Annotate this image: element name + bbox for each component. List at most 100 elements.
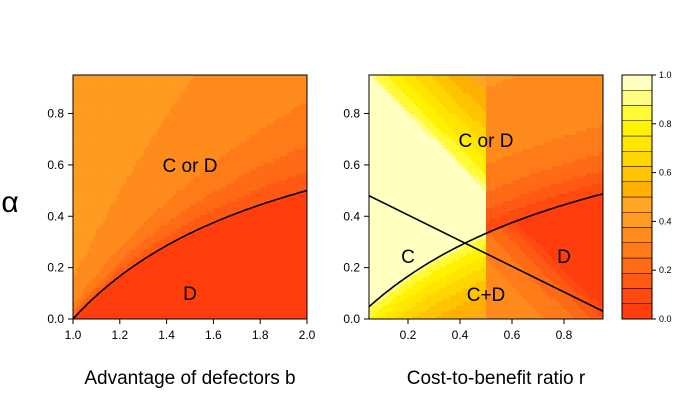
heat-cell [116,99,121,104]
heat-cell [293,92,298,97]
heat-cell [143,249,148,254]
heat-cell [213,85,218,90]
heat-cell [236,172,241,177]
heat-cell [173,102,178,107]
heat-cell [369,287,373,292]
heat-cell [73,277,77,282]
heat-cell [236,228,241,233]
heat-cell [280,284,285,289]
heat-cell [296,228,301,233]
heat-cell [283,141,288,146]
heat-cell [226,287,231,292]
heat-cell [223,263,228,268]
heat-cell [213,277,218,282]
heat-cell [233,280,238,285]
heat-cell [89,263,94,268]
heat-cell [96,141,101,146]
heat-cell [186,228,191,233]
heat-cell [226,130,231,135]
heat-cell [290,88,295,94]
heat-cell [79,221,84,226]
heat-cell [283,224,288,229]
heat-cell [369,263,373,268]
heat-cell [243,141,248,146]
heat-cell [240,158,245,163]
heat-cell [163,252,168,257]
heat-cell [270,193,275,198]
heat-cell [203,130,208,135]
heat-cell [113,312,118,317]
heat-cell [203,151,208,156]
heat-cell [133,305,138,310]
heat-cell [83,235,87,240]
heat-cell [79,176,84,181]
heat-cell [123,134,128,139]
heat-cell [133,183,138,188]
heat-cell [253,217,258,222]
heat-cell [233,81,238,87]
heat-cell [146,193,151,198]
heat-cell [139,92,144,97]
heat-cell [143,75,148,80]
heat-cell [240,113,245,118]
heat-cell [220,123,225,128]
heat-cell [129,190,134,195]
heat-cell [200,176,204,181]
heat-cell [136,99,141,104]
heat-cell [136,113,141,118]
heat-cell [133,203,138,209]
heat-cell [93,231,97,236]
heat-cell [179,263,184,268]
heat-cell [153,88,158,94]
heat-cell [256,312,261,317]
heat-cell [213,252,218,257]
heat-cell [283,305,288,310]
heat-cell [293,148,298,153]
heat-cell [256,179,261,184]
heat-cell [193,221,198,226]
heat-cell [283,144,288,149]
heat-cell [156,308,161,313]
heat-cell [73,120,77,125]
heat-cell [103,284,108,289]
heat-cell [273,162,278,167]
heat-cell [99,186,104,191]
heat-cell [113,130,118,135]
heat-cell [116,270,121,275]
heat-cell [116,197,121,202]
heat-cell [136,210,141,216]
heat-cell [169,280,174,285]
heat-cell [296,176,301,181]
heat-cell [206,137,211,142]
heat-cell [183,210,188,216]
heat-cell [86,95,91,100]
heat-cell [236,214,241,219]
heat-cell [169,252,174,257]
heat-cell [206,169,211,174]
heat-cell [200,298,204,303]
heat-cell [149,287,154,292]
heat-cell [223,78,228,83]
heat-cell [99,148,104,153]
heat-cell [133,158,138,163]
heat-cell [270,88,275,94]
heat-cell [109,263,114,268]
heat-cell [139,95,144,100]
heat-cell [109,78,114,83]
heat-cell [200,294,204,299]
heat-cell [286,315,291,319]
heat-cell [143,305,148,310]
heat-cell [300,176,305,181]
heat-cell [296,151,301,156]
heat-cell [149,256,154,261]
heat-cell [286,127,291,132]
heat-cell [230,270,235,275]
heat-cell [106,78,111,83]
heat-cell [106,99,111,104]
heat-cell [203,137,208,142]
heat-cell [213,109,218,114]
heat-cell [230,134,235,139]
heat-cell [113,228,118,233]
heat-cell [236,221,241,226]
heat-cell [243,88,248,94]
